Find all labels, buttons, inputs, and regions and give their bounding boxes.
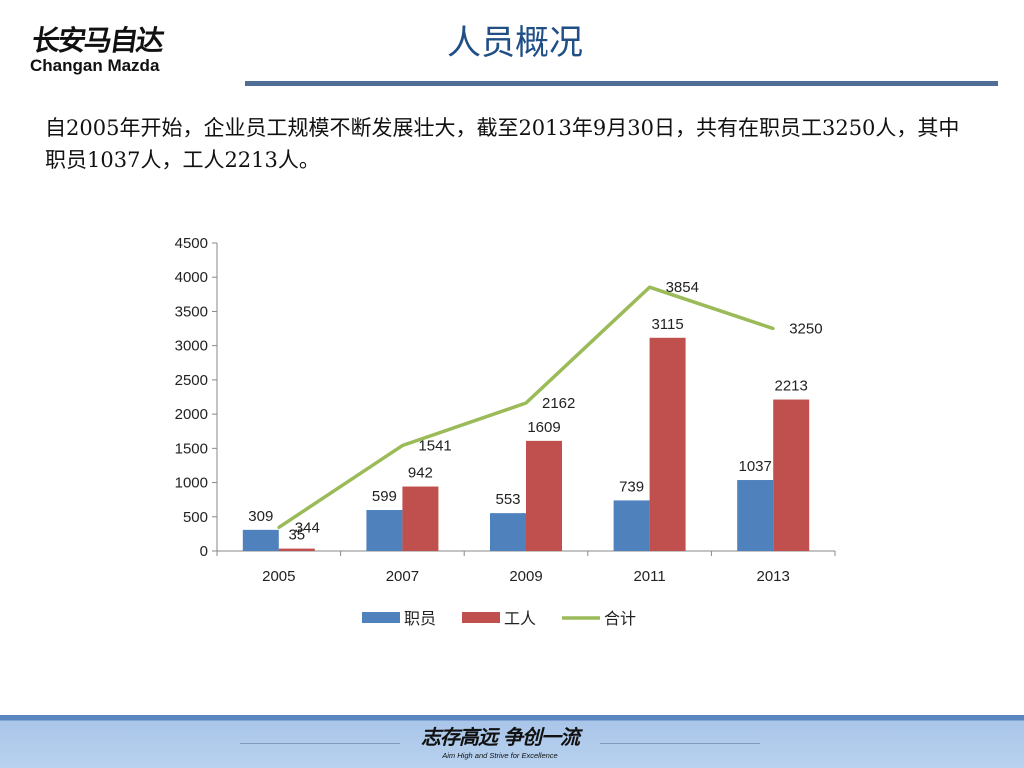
page-title: 人员概况: [447, 23, 583, 63]
company-logo: 长安马自达 Changan Mazda: [30, 24, 200, 82]
bar-workers: [278, 548, 315, 551]
intro-paragraph: 自2005年开始，企业员工规模不断发展壮大，截至2013年9月30日，共有在职员…: [45, 116, 960, 172]
bar-staff: [613, 500, 650, 551]
staff-chart: 0 500 1000 1500 2000 2500 3000 3500 4000 4500 200…: [175, 235, 836, 628]
data-label-staff: 739: [619, 478, 644, 495]
footer-line-right: [600, 743, 760, 744]
data-label-total: 2162: [542, 395, 575, 412]
bar-staff: [366, 510, 403, 551]
footer-slogan: 志存高远 争创一流 Aim High and Strive for Excell…: [400, 723, 600, 760]
logo-chinese: 长安马自达: [29, 24, 165, 57]
bar-workers: [526, 440, 562, 551]
legend-swatch-staff: [362, 612, 400, 623]
x-tick-label: 2009: [509, 568, 542, 585]
legend-label: 合计: [604, 610, 636, 628]
legend-label: 工人: [504, 610, 536, 628]
line-point-total: [771, 327, 775, 331]
y-tick-label: 1500: [175, 440, 208, 457]
y-tick-label: 4500: [175, 235, 208, 252]
logo-english: Changan Mazda: [30, 56, 160, 75]
y-tick-label: 0: [200, 543, 208, 560]
bar-staff: [490, 513, 526, 551]
data-label-staff: 1037: [739, 458, 772, 475]
data-label-total: 1541: [418, 438, 451, 455]
y-tick-label: 2000: [175, 406, 208, 423]
x-axis: 2005 2007 2009 2011 2013: [216, 550, 836, 585]
data-label-workers: 1609: [527, 419, 560, 436]
bar-series: [242, 337, 810, 551]
chart-legend: 职员 工人 合计: [362, 610, 636, 628]
title-divider: [245, 81, 998, 86]
y-tick-label: 3500: [175, 303, 208, 320]
x-tick-label: 2013: [757, 568, 790, 585]
footer-line-left: [240, 743, 400, 744]
data-label-workers: 2213: [775, 378, 808, 395]
data-label-workers: 942: [408, 465, 433, 482]
x-tick-label: 2011: [633, 568, 665, 585]
y-tick-label: 4000: [175, 269, 208, 286]
slogan-english: Aim High and Strive for Excellence: [442, 751, 558, 760]
y-tick-label: 1000: [175, 475, 208, 492]
bar-workers: [649, 337, 686, 551]
bar-workers: [402, 486, 439, 551]
y-tick-label: 2500: [175, 372, 208, 389]
total-line-series: [277, 285, 775, 529]
x-tick-label: 2007: [386, 568, 419, 585]
bar-staff: [242, 529, 279, 551]
y-tick-label: 3000: [175, 338, 208, 355]
slogan-chinese: 志存高远 争创一流: [421, 725, 580, 749]
data-label-staff: 599: [372, 488, 397, 505]
data-label-total: 3854: [666, 279, 699, 296]
data-label-total: 3250: [789, 321, 822, 338]
data-label-workers: 35: [288, 527, 305, 544]
bar-staff: [737, 480, 774, 551]
legend-label: 职员: [404, 610, 436, 628]
line-point-total: [277, 525, 281, 529]
y-tick-label: 500: [183, 509, 208, 526]
data-label-staff: 309: [248, 508, 273, 525]
bar-workers: [773, 399, 810, 551]
legend-swatch-workers: [462, 612, 500, 623]
data-label-total: 344: [295, 519, 320, 536]
data-labels: 309 35 599 942 553 1609 739 3115 1037 2213 344 1541…: [248, 279, 822, 543]
data-label-workers: 3115: [651, 316, 683, 333]
line-point-total: [648, 285, 652, 289]
line-point-total: [400, 444, 404, 448]
line-point-total: [524, 401, 528, 405]
y-axis: 0 500 1000 1500 2000 2500 3000 3500 4000 4500: [175, 235, 218, 560]
data-label-staff: 553: [495, 491, 520, 508]
x-tick-label: 2005: [262, 568, 295, 585]
footer-band: [0, 715, 1024, 768]
